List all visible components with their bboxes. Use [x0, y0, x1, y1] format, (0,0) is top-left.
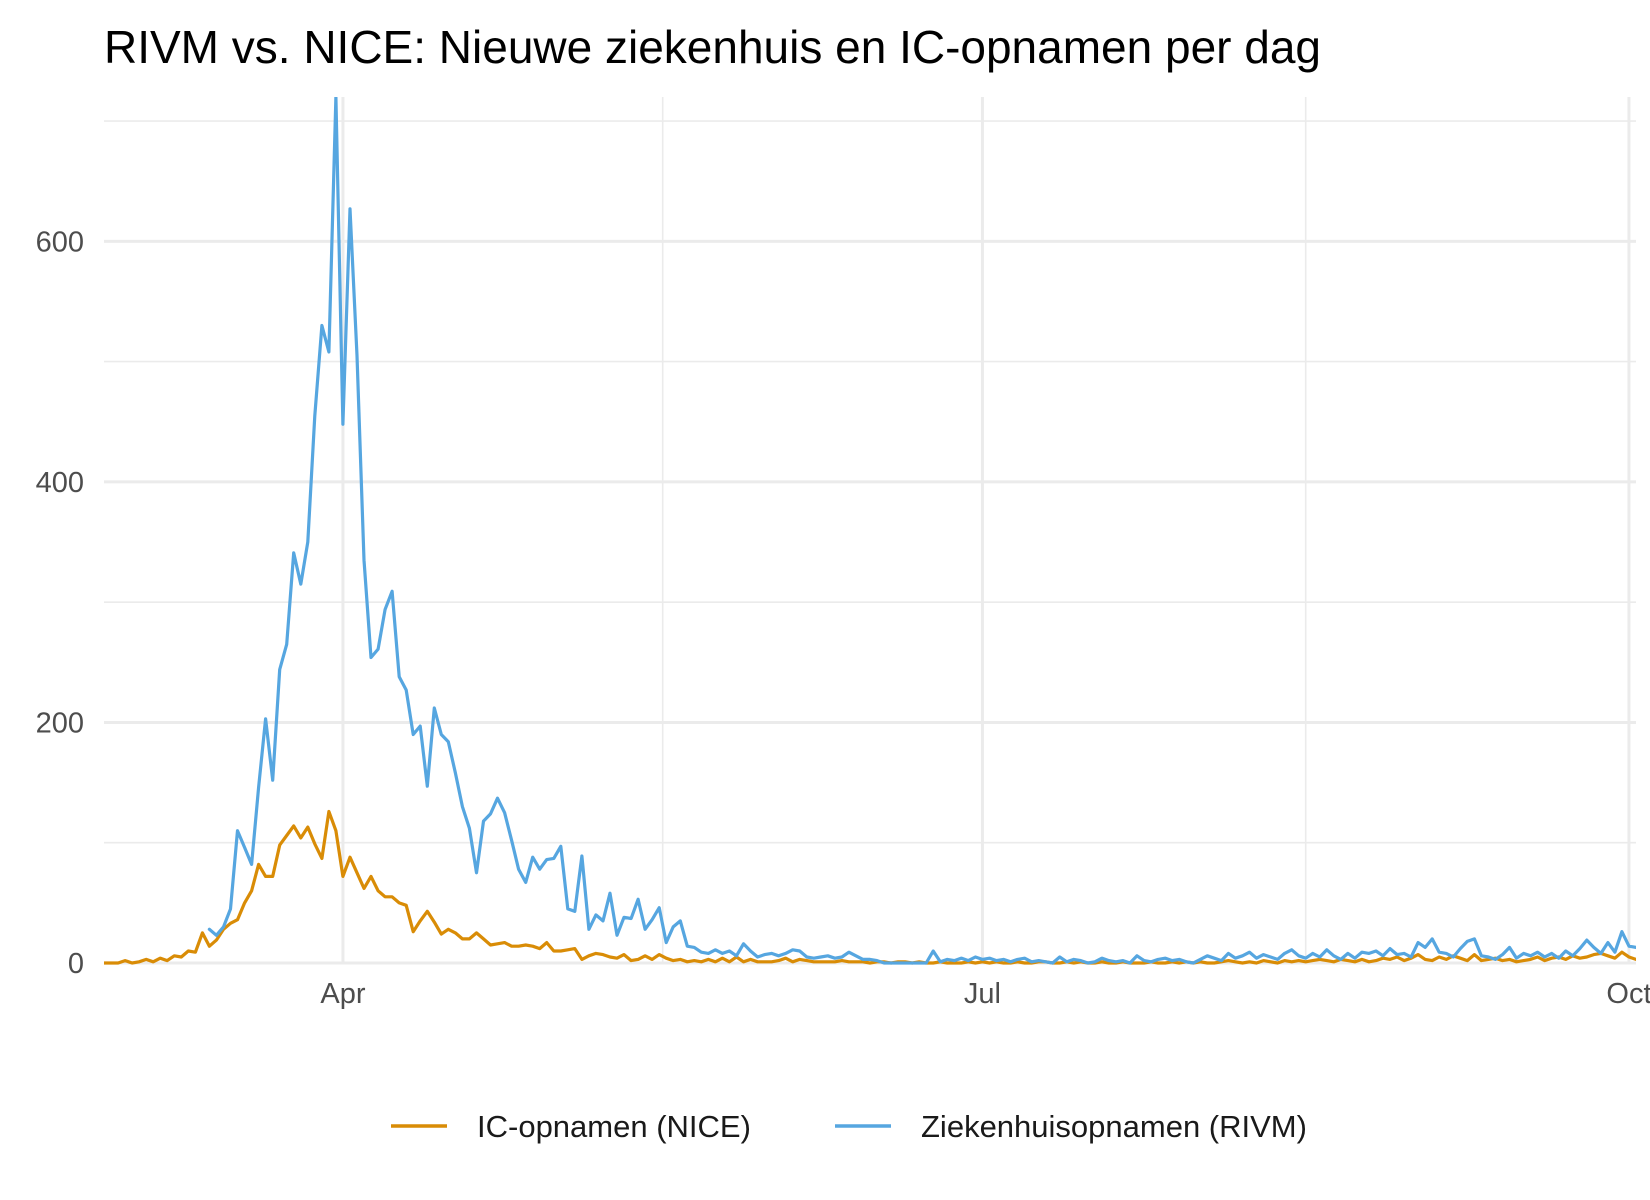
y-tick-label: 600: [36, 226, 84, 258]
x-tick-label: Jul: [964, 978, 1001, 1010]
y-tick-label: 200: [36, 707, 84, 739]
series-line-ic-opnamen: [104, 809, 1636, 965]
x-tick-label: Apr: [320, 978, 365, 1010]
tick-labels: 0 200 400 600 Apr Jul Oct: [36, 226, 1650, 1010]
series-layer: [104, 97, 1636, 965]
legend-item-ic: IC-opnamen (NICE): [391, 1109, 751, 1144]
legend-item-ziekenhuis: Ziekenhuisopnamen (RIVM): [835, 1109, 1307, 1144]
series-line-ziekenhuisopnamen: [207, 97, 1636, 965]
y-tick-label: 0: [68, 948, 84, 980]
x-tick-label: Oct: [1606, 978, 1650, 1010]
legend: IC-opnamen (NICE) Ziekenhuisopnamen (RIV…: [391, 1109, 1307, 1144]
y-tick-label: 400: [36, 467, 84, 499]
chart-title: RIVM vs. NICE: Nieuwe ziekenhuis en IC-o…: [104, 21, 1321, 73]
legend-label-ic: IC-opnamen (NICE): [477, 1109, 751, 1144]
legend-label-ziekenhuis: Ziekenhuisopnamen (RIVM): [921, 1109, 1307, 1144]
